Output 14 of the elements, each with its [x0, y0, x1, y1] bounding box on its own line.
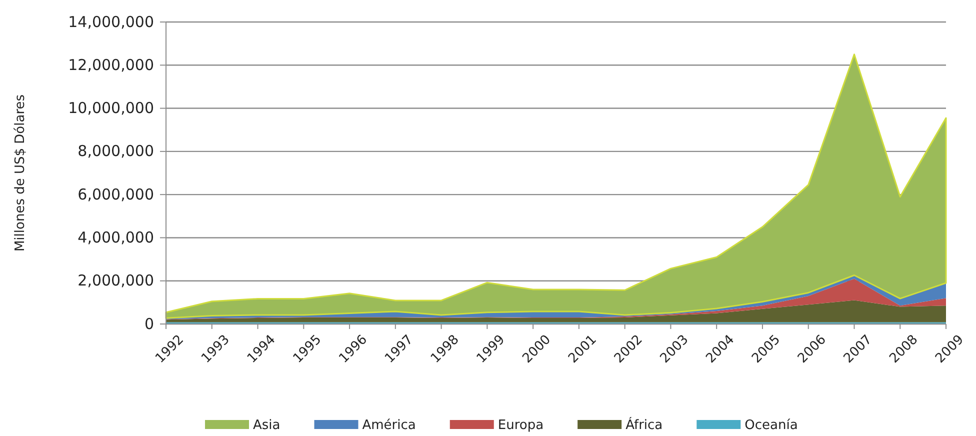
y-tick-label: 8,000,000 — [78, 142, 154, 160]
legend-label: América — [362, 418, 416, 433]
y-tick-label: 2,000,000 — [78, 272, 154, 290]
legend-label: Oceanía — [744, 418, 798, 433]
legend-label: África — [626, 416, 663, 433]
y-axis-title: Millones de US$ Dólares — [13, 94, 28, 252]
y-tick-label: 12,000,000 — [68, 56, 154, 74]
y-tick-label: 6,000,000 — [78, 185, 154, 204]
legend-label: Asia — [253, 418, 280, 433]
y-tick-label: 0 — [144, 314, 154, 333]
y-tick-label: 4,000,000 — [78, 228, 154, 247]
y-tick-label: 14,000,000 — [68, 12, 154, 31]
legend-label: Europa — [498, 418, 544, 433]
y-tick-label: 10,000,000 — [68, 99, 154, 118]
